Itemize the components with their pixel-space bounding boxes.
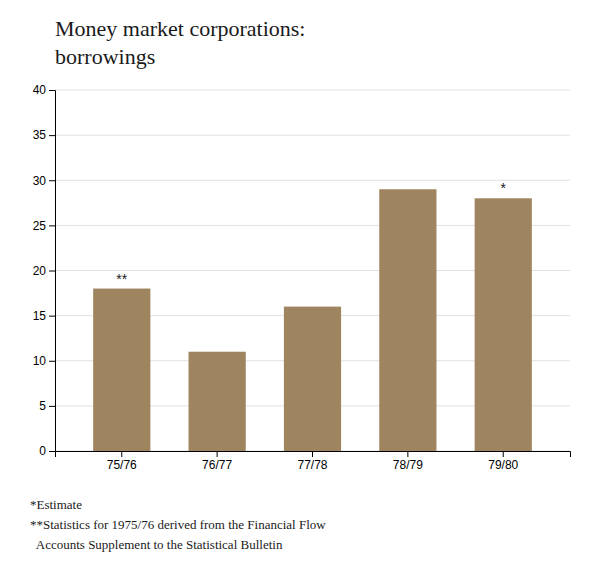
footnote: Accounts Supplement to the Statistical B… <box>30 537 283 552</box>
tick-mark <box>217 451 218 457</box>
grid-line <box>55 135 570 136</box>
axis-line <box>56 452 571 458</box>
tick-label: 79/80 <box>488 458 518 472</box>
tick: 30 <box>33 174 55 188</box>
axis-line <box>49 91 56 452</box>
tick: 75/76 <box>107 451 137 472</box>
plot-area <box>93 189 532 451</box>
bar <box>189 352 246 451</box>
tick: 40 <box>33 83 55 97</box>
tick-label: 25 <box>33 219 47 233</box>
tick: 25 <box>33 219 55 233</box>
tick: 77/78 <box>297 451 327 472</box>
tick: 5 <box>39 399 55 413</box>
tick-label: 40 <box>33 83 47 97</box>
grid-line <box>55 180 570 181</box>
tick-label: 0 <box>39 444 46 458</box>
tick-mark <box>49 180 55 181</box>
grid-line <box>55 90 570 91</box>
bar <box>379 189 436 451</box>
tick-label: 5 <box>39 399 46 413</box>
tick-label: 20 <box>33 264 47 278</box>
tick: 20 <box>33 264 55 278</box>
tick-mark <box>49 225 55 226</box>
tick: 78/79 <box>393 451 423 472</box>
y-axis: 0 5 10 15 20 25 30 35 40 <box>33 83 56 458</box>
footnote: *Estimate <box>30 497 82 512</box>
tick-mark <box>49 90 55 91</box>
bar <box>93 289 150 451</box>
annotation: * <box>501 180 507 196</box>
footnotes: *Estimate **Statistics for 1975/76 derive… <box>30 497 326 552</box>
tick-mark <box>312 451 313 457</box>
tick-label: 15 <box>33 309 47 323</box>
tick-mark <box>49 316 55 317</box>
annotation: ** <box>116 271 127 287</box>
x-axis: 75/76 76/77 77/78 78/79 79/80 <box>56 451 571 472</box>
tick-mark <box>49 406 55 407</box>
footnote: **Statistics for 1975/76 derived from th… <box>30 517 326 532</box>
tick-label: 30 <box>33 174 47 188</box>
tick-mark <box>121 451 122 457</box>
grid <box>55 90 570 451</box>
title: Money market corporations: <box>55 16 306 41</box>
tick: 15 <box>33 309 55 323</box>
tick-mark <box>49 271 55 272</box>
tick-mark <box>49 361 55 362</box>
tick-mark <box>407 451 408 457</box>
bar <box>284 307 341 451</box>
tick: 35 <box>33 128 55 142</box>
tick-label: 77/78 <box>297 458 327 472</box>
tick-label: 10 <box>33 354 47 368</box>
tick-mark <box>503 451 504 457</box>
tick-mark <box>49 135 55 136</box>
tick-label: 35 <box>33 128 47 142</box>
tick: 79/80 <box>488 451 518 472</box>
bar <box>475 198 532 451</box>
tick: 76/77 <box>202 451 232 472</box>
annotations: *** <box>116 180 506 286</box>
tick-label: 75/76 <box>107 458 137 472</box>
tick-label: 78/79 <box>393 458 423 472</box>
tick: 10 <box>33 354 55 368</box>
tick: 0 <box>39 444 55 458</box>
tick-mark <box>49 451 55 452</box>
subtitle: borrowings <box>55 44 155 69</box>
chart: Money market corporations: borrowings 75/7… <box>0 0 600 571</box>
tick-label: 76/77 <box>202 458 232 472</box>
